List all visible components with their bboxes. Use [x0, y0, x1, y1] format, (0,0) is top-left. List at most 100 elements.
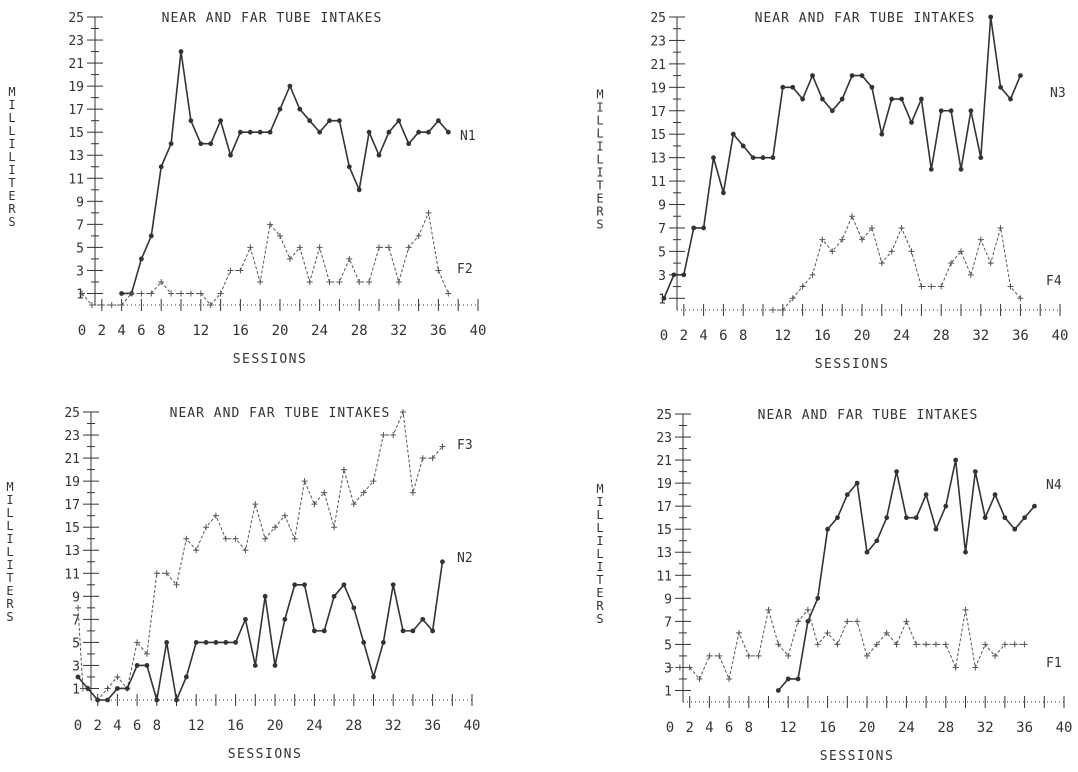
y-tick-label: 3	[72, 659, 80, 674]
data-point	[864, 549, 870, 555]
data-point	[1007, 283, 1014, 290]
data-point	[346, 255, 353, 262]
data-point	[409, 489, 416, 496]
x-tick-label: 16	[814, 328, 831, 344]
data-point	[780, 84, 786, 90]
y-tick-label: 23	[68, 34, 84, 49]
x-tick-label: 40	[464, 718, 481, 734]
data-point	[928, 166, 934, 172]
data-point	[844, 618, 851, 625]
data-point	[385, 244, 392, 251]
data-point	[824, 629, 831, 636]
y-tick-label: 1	[72, 682, 80, 697]
data-point	[302, 582, 307, 588]
series-line-N2	[77, 561, 444, 703]
data-point	[227, 267, 234, 274]
y-tick-label: 23	[656, 431, 672, 446]
data-point	[706, 652, 713, 659]
series-F1: F1	[667, 606, 1062, 682]
data-point	[790, 84, 796, 90]
data-point	[262, 593, 268, 599]
data-point	[306, 278, 313, 285]
y-tick-label: 13	[64, 544, 80, 559]
y-tick-label: 11	[656, 569, 672, 584]
data-point	[933, 526, 939, 532]
data-point	[134, 639, 141, 646]
data-point	[735, 629, 742, 636]
panel-4: NEAR AND FAR TUBE INTAKES135791113151719…	[596, 408, 1072, 764]
data-point	[287, 83, 293, 89]
data-point	[829, 108, 835, 114]
data-point	[174, 697, 179, 703]
data-point	[188, 118, 194, 124]
data-point	[148, 290, 155, 297]
y-tick-label: 7	[658, 222, 666, 237]
series-N3: N3	[661, 14, 1066, 301]
data-point	[726, 675, 733, 682]
data-point	[1017, 295, 1024, 302]
data-point	[997, 224, 1004, 231]
x-tick-label: 0	[78, 323, 86, 339]
data-point	[139, 256, 144, 262]
data-point	[233, 640, 239, 645]
data-point	[948, 108, 954, 114]
data-point	[978, 155, 984, 161]
data-point	[361, 640, 367, 645]
data-point	[765, 606, 772, 613]
data-point	[810, 73, 815, 78]
y-tick-label: 13	[68, 149, 84, 164]
data-point	[923, 641, 930, 648]
data-point	[311, 501, 318, 508]
data-point	[958, 248, 964, 255]
data-point	[426, 129, 431, 135]
data-point	[804, 606, 811, 613]
data-point	[119, 291, 124, 296]
data-point	[346, 164, 352, 170]
x-tick-label: 6	[719, 328, 727, 344]
data-point	[874, 538, 880, 544]
panel-3: NEAR AND FAR TUBE INTAKES135791113151719…	[6, 406, 480, 762]
x-axis: 0 2 4 6 8 12 16 20 24 28 32 36 40	[74, 694, 481, 734]
y-tick-label: 21	[656, 454, 672, 469]
y-tick-label: 19	[656, 477, 672, 492]
data-point	[883, 629, 890, 636]
x-tick-label: 2	[98, 323, 106, 339]
data-point	[307, 118, 313, 124]
y-tick-label: 3	[76, 264, 84, 279]
data-point	[903, 618, 910, 625]
x-tick-label: 6	[133, 718, 141, 734]
data-point	[932, 641, 939, 648]
x-tick-label: 20	[859, 720, 876, 736]
data-point	[168, 141, 174, 147]
data-point	[356, 278, 363, 285]
data-point	[222, 535, 229, 542]
data-point	[972, 469, 978, 474]
data-point	[967, 271, 974, 278]
data-point	[282, 616, 288, 622]
y-tick-label: 3	[658, 269, 666, 284]
data-point	[212, 512, 219, 519]
data-point	[376, 244, 382, 251]
y-tick-label: 23	[650, 34, 666, 49]
data-point	[1022, 515, 1027, 521]
x-tick-label: 32	[977, 720, 994, 736]
data-point	[85, 686, 91, 691]
x-tick-label: 8	[745, 720, 753, 736]
data-point	[134, 663, 140, 668]
data-point	[893, 641, 900, 648]
data-point	[825, 526, 830, 532]
series-F2: F2	[79, 209, 473, 308]
x-tick-label: 28	[351, 323, 368, 339]
chart-title: NEAR AND FAR TUBE INTAKES	[170, 406, 391, 421]
data-point	[277, 106, 283, 112]
x-axis: 0 2 4 6 8 12 16 20 24 28 32 36 40	[666, 696, 1072, 736]
data-point	[415, 232, 422, 239]
data-point	[1018, 73, 1023, 78]
y-tick-label: 13	[650, 152, 666, 167]
data-point	[301, 478, 308, 485]
x-tick-label: 24	[898, 720, 915, 736]
data-point	[281, 512, 288, 519]
